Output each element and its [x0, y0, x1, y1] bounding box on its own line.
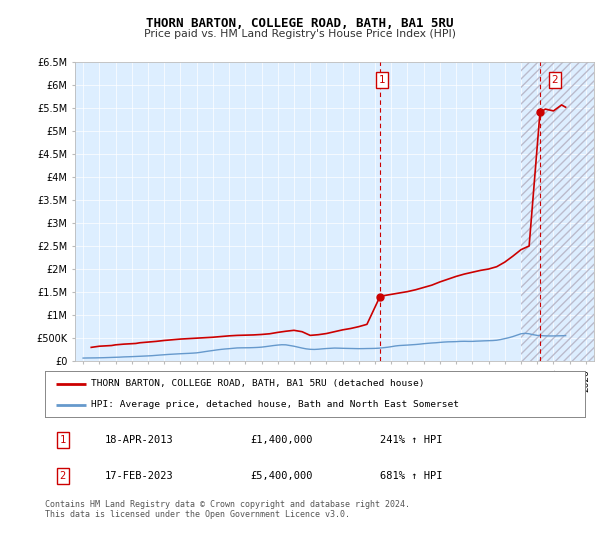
Text: £5,400,000: £5,400,000: [250, 472, 313, 481]
Text: THORN BARTON, COLLEGE ROAD, BATH, BA1 5RU: THORN BARTON, COLLEGE ROAD, BATH, BA1 5R…: [146, 17, 454, 30]
Text: THORN BARTON, COLLEGE ROAD, BATH, BA1 5RU (detached house): THORN BARTON, COLLEGE ROAD, BATH, BA1 5R…: [91, 379, 424, 388]
Text: £1,400,000: £1,400,000: [250, 436, 313, 445]
Text: HPI: Average price, detached house, Bath and North East Somerset: HPI: Average price, detached house, Bath…: [91, 400, 459, 409]
Text: 1: 1: [59, 436, 66, 445]
Text: 2: 2: [59, 472, 66, 481]
Text: Contains HM Land Registry data © Crown copyright and database right 2024.
This d: Contains HM Land Registry data © Crown c…: [45, 500, 410, 519]
Text: 2: 2: [551, 75, 558, 85]
Text: 1: 1: [379, 75, 386, 85]
Text: Price paid vs. HM Land Registry's House Price Index (HPI): Price paid vs. HM Land Registry's House …: [144, 29, 456, 39]
Text: 241% ↑ HPI: 241% ↑ HPI: [380, 436, 442, 445]
Text: 17-FEB-2023: 17-FEB-2023: [104, 472, 173, 481]
Text: 18-APR-2013: 18-APR-2013: [104, 436, 173, 445]
Text: 681% ↑ HPI: 681% ↑ HPI: [380, 472, 442, 481]
Bar: [521, 62, 594, 361]
